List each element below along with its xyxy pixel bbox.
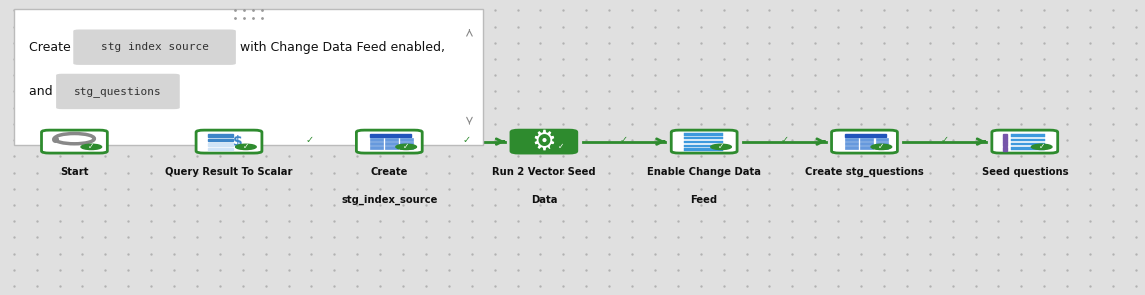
Circle shape [711,144,732,150]
Text: stg_questions: stg_questions [74,86,161,97]
Bar [845,138,858,141]
Circle shape [551,144,571,150]
FancyBboxPatch shape [356,130,423,153]
Bar [385,138,398,141]
Bar [1011,148,1044,150]
Circle shape [396,144,417,150]
Text: $: $ [232,135,243,149]
Bar [860,146,874,149]
Text: ✓: ✓ [878,142,885,151]
Bar [685,145,724,147]
Bar [401,142,413,145]
Text: ✓: ✓ [780,135,789,145]
FancyBboxPatch shape [41,130,108,153]
Text: Seed questions: Seed questions [981,167,1068,177]
Bar [685,137,724,139]
Text: stg index source: stg index source [101,42,208,52]
FancyBboxPatch shape [14,9,483,145]
Bar [860,142,874,145]
Bar [370,138,382,141]
FancyBboxPatch shape [671,130,737,153]
FancyBboxPatch shape [196,130,262,153]
Bar [1011,135,1044,137]
Bar [370,134,411,137]
Bar [370,146,382,149]
FancyBboxPatch shape [56,74,180,109]
Circle shape [1032,144,1052,150]
Text: ✓: ✓ [243,142,250,151]
Text: ⚙: ⚙ [531,128,556,155]
Bar [207,139,234,141]
FancyBboxPatch shape [511,130,577,153]
FancyBboxPatch shape [73,30,236,65]
Bar [876,146,889,149]
Bar [385,146,398,149]
Circle shape [871,144,892,150]
Bar [1011,143,1044,145]
Bar [845,134,886,137]
Bar [685,133,724,136]
Text: ✓: ✓ [1039,142,1045,151]
Bar [207,134,234,137]
FancyBboxPatch shape [992,130,1058,153]
Text: Query Result To Scalar: Query Result To Scalar [165,167,293,177]
Bar [860,138,874,141]
Text: with Change Data Feed enabled,: with Change Data Feed enabled, [236,41,445,54]
Bar [370,142,382,145]
FancyBboxPatch shape [831,130,898,153]
Bar [685,148,724,150]
Text: Enable Change Data: Enable Change Data [647,167,761,177]
Bar [401,138,413,141]
Text: ✓: ✓ [940,135,949,145]
Text: ✓: ✓ [403,142,410,151]
Text: ✓: ✓ [463,135,471,145]
Bar [845,142,858,145]
Text: ✓: ✓ [619,135,629,145]
Text: Feed: Feed [690,195,718,205]
Bar [401,146,413,149]
Bar [207,143,234,146]
Text: Create stg_questions: Create stg_questions [805,167,924,177]
Bar [1011,139,1044,141]
Bar [207,148,234,150]
Text: Run 2 Vector Seed: Run 2 Vector Seed [492,167,595,177]
Bar [876,138,889,141]
Text: stg_index_source: stg_index_source [341,195,437,205]
Text: ✓: ✓ [305,135,314,145]
Text: ✓: ✓ [718,142,725,151]
Text: and: and [29,85,56,98]
Bar [685,141,724,143]
Text: Start: Start [61,167,88,177]
Text: Create: Create [29,41,74,54]
Text: ✓: ✓ [88,142,95,151]
Text: Data: Data [530,195,558,205]
Bar [385,142,398,145]
Circle shape [236,144,256,150]
Text: Create: Create [371,167,408,177]
Circle shape [81,144,102,150]
Bar [876,142,889,145]
Text: ✓: ✓ [558,142,564,151]
Bar [845,146,858,149]
